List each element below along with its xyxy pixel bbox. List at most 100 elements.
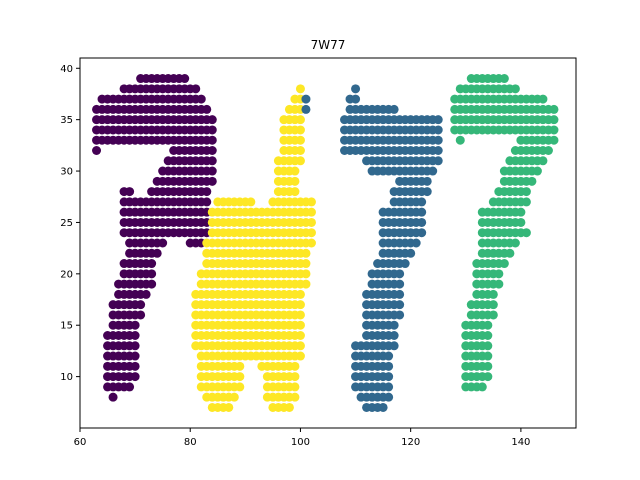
scatter-point (130, 331, 140, 340)
scatter-point (295, 146, 305, 155)
scatter-point (400, 259, 410, 269)
scatter-point (235, 372, 245, 382)
scatter-point (455, 135, 465, 145)
scatter-point (433, 146, 443, 155)
scatter-point (411, 238, 421, 248)
scatter-point (521, 228, 531, 238)
scatter-point (395, 310, 405, 320)
scatter-point (549, 135, 559, 145)
scatter-point (306, 228, 316, 238)
scatter-point (295, 341, 305, 351)
scatter-point (483, 331, 493, 340)
scatter-point (306, 238, 316, 248)
x-tick-label: 120 (401, 437, 420, 448)
x-tick-label: 60 (74, 437, 87, 448)
scatter-point (538, 156, 548, 166)
y-tick-label: 25 (60, 218, 73, 229)
scatter-point (428, 166, 438, 176)
y-tick-label: 20 (60, 269, 73, 280)
scatter-point (290, 166, 300, 176)
scatter-point (136, 310, 146, 320)
scatter-point (384, 351, 394, 361)
scatter-point (351, 94, 361, 104)
scatter-point (295, 135, 305, 145)
scatter-point (207, 146, 217, 155)
scatter-point (505, 248, 515, 258)
scatter-point (433, 135, 443, 145)
marks-layer (92, 74, 559, 412)
scatter-point (301, 104, 311, 114)
scatter-point (395, 279, 405, 289)
scatter-point (284, 402, 294, 412)
scatter-point (483, 361, 493, 371)
scatter-point (295, 125, 305, 135)
scatter-point (406, 248, 416, 258)
scatter-point (295, 156, 305, 166)
scatter-point (516, 217, 526, 227)
scatter-point (180, 74, 190, 84)
scatter-point (125, 187, 135, 197)
scatter-point (477, 382, 487, 392)
scatter-point (202, 104, 212, 114)
y-axis: 10 15 20 25 30 35 40 (60, 64, 80, 383)
scatter-point (152, 248, 162, 258)
scatter-point (147, 259, 157, 269)
scatter-point (521, 187, 531, 197)
scatter-point (136, 300, 146, 310)
scatter-point (295, 300, 305, 310)
scatter-point (295, 310, 305, 320)
scatter-point (384, 392, 394, 402)
scatter-point (235, 382, 245, 392)
scatter-point (395, 269, 405, 279)
y-tick-label: 35 (60, 115, 73, 126)
scatter-point (488, 300, 498, 310)
x-tick-label: 140 (511, 437, 530, 448)
series-3 (450, 74, 559, 392)
scatter-point (130, 372, 140, 382)
scatter-point (483, 320, 493, 330)
scatter-point (295, 289, 305, 299)
scatter-point (290, 187, 300, 197)
scatter-point (527, 176, 537, 186)
scatter-point (108, 392, 118, 402)
scatter-point (295, 84, 305, 94)
scatter-point (130, 351, 140, 361)
scatter-point (196, 94, 206, 104)
series-0 (92, 74, 217, 402)
scatter-point (306, 197, 316, 207)
scatter-point (290, 392, 300, 402)
scatter-point (235, 361, 245, 371)
scatter-point (290, 361, 300, 371)
scatter-point (207, 166, 217, 176)
scatter-point (130, 320, 140, 330)
scatter-point (389, 104, 399, 114)
scatter-point (202, 187, 212, 197)
scatter-point (395, 300, 405, 310)
scatter-point (532, 166, 542, 176)
scatter-point (395, 289, 405, 299)
series-2 (301, 84, 443, 412)
scatter-point (306, 217, 316, 227)
scatter-point (417, 228, 427, 238)
axes-frame (79, 57, 577, 429)
scatter-point (494, 279, 504, 289)
chart-title: 7W77 (311, 38, 346, 52)
scatter-point (488, 289, 498, 299)
y-tick-label: 10 (60, 372, 73, 383)
scatter-point (207, 156, 217, 166)
y-tick-label: 40 (60, 64, 73, 75)
scatter-point (433, 115, 443, 125)
scatter-point (521, 197, 531, 207)
scatter-point (246, 197, 256, 207)
scatter-point (295, 331, 305, 340)
scatter-point (483, 351, 493, 361)
scatter-point (301, 269, 311, 279)
scatter-point (422, 187, 432, 197)
scatter-point (433, 156, 443, 166)
scatter-point (389, 341, 399, 351)
scatter-point (290, 372, 300, 382)
scatter-point (384, 382, 394, 392)
scatter-point (295, 351, 305, 361)
scatter-point (301, 259, 311, 269)
